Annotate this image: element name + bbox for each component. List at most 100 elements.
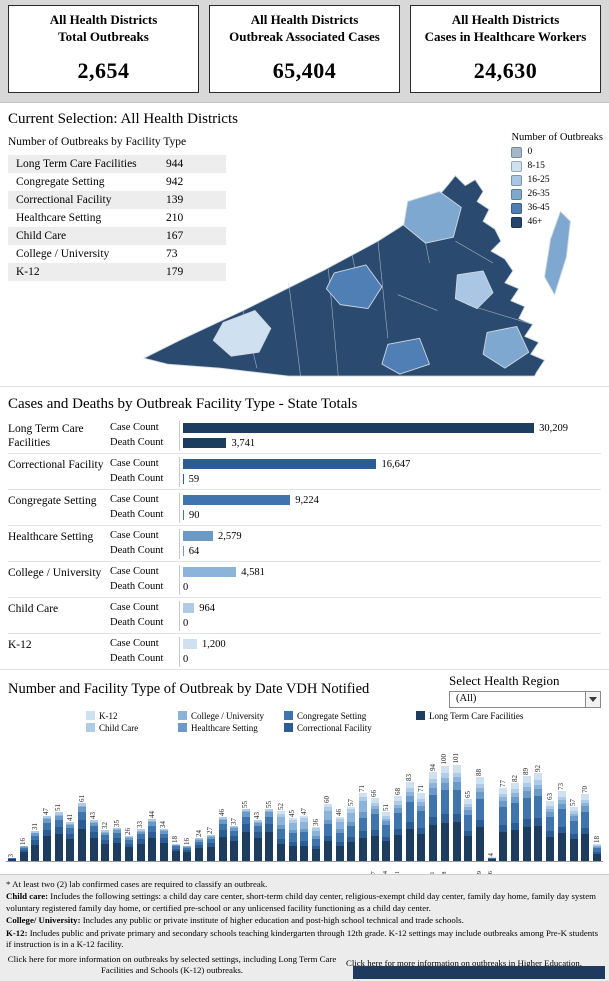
stack-segment[interactable]: [534, 789, 543, 797]
stack-segment[interactable]: [440, 778, 449, 783]
stack-segment[interactable]: [511, 796, 520, 804]
stack-segment[interactable]: [42, 836, 51, 861]
stack-segment[interactable]: [277, 844, 286, 861]
stack-segment[interactable]: [89, 826, 98, 833]
stack-segment[interactable]: [405, 781, 414, 789]
stack-segment[interactable]: [265, 808, 274, 812]
stack-segment[interactable]: [323, 819, 332, 825]
stack-segment[interactable]: [31, 832, 40, 834]
stack-segment[interactable]: [522, 776, 531, 784]
stack-segment[interactable]: [54, 814, 63, 816]
week-column[interactable]: 60: [322, 796, 334, 861]
stack-segment[interactable]: [593, 845, 601, 847]
stack-segment[interactable]: [464, 810, 473, 816]
stack-segment[interactable]: [370, 814, 379, 831]
stack-segment[interactable]: [370, 806, 379, 810]
stack-segment[interactable]: [511, 789, 520, 794]
facility-table-row[interactable]: College / University 73: [8, 244, 226, 263]
week-column[interactable]: 77: [498, 780, 510, 861]
stack-segment[interactable]: [124, 843, 133, 848]
stack-segment[interactable]: [241, 811, 250, 813]
stack-segment[interactable]: [265, 832, 274, 861]
facility-table-row[interactable]: Long Term Care Facilities 944: [8, 154, 226, 173]
ltcf-schools-info-link[interactable]: Click here for more information on outbr…: [7, 953, 337, 975]
week-column[interactable]: 65: [462, 791, 474, 861]
stack-segment[interactable]: [569, 839, 578, 861]
stack-segment[interactable]: [429, 825, 438, 861]
death-count-bar[interactable]: [183, 546, 184, 557]
stack-segment[interactable]: [206, 836, 215, 840]
stack-segment[interactable]: [89, 832, 98, 839]
stack-segment[interactable]: [557, 826, 566, 834]
stack-segment[interactable]: [288, 818, 297, 821]
stack-segment[interactable]: [429, 794, 438, 818]
stack-segment[interactable]: [54, 834, 63, 861]
stack-segment[interactable]: [195, 848, 204, 861]
stack-segment[interactable]: [370, 798, 379, 804]
stack-segment[interactable]: [581, 794, 590, 800]
stack-segment[interactable]: [312, 830, 321, 837]
stack-segment[interactable]: [101, 832, 110, 836]
stack-segment[interactable]: [323, 810, 332, 820]
stack-segment[interactable]: [113, 829, 122, 833]
stack-segment[interactable]: [593, 853, 601, 861]
stack-segment[interactable]: [230, 831, 239, 837]
stack-segment[interactable]: [417, 810, 426, 828]
stack-segment[interactable]: [475, 788, 484, 793]
stack-segment[interactable]: [546, 836, 555, 861]
stack-segment[interactable]: [300, 832, 309, 842]
stack-segment[interactable]: [335, 829, 344, 833]
stack-segment[interactable]: [557, 803, 566, 810]
stack-segment[interactable]: [417, 833, 426, 861]
week-column[interactable]: 37: [228, 818, 240, 861]
health-region-dropdown[interactable]: (All): [449, 690, 601, 708]
stack-segment[interactable]: [241, 832, 250, 861]
stack-segment[interactable]: [370, 803, 379, 807]
higher-education-info-link[interactable]: Click here for more information on outbr…: [346, 957, 582, 968]
stack-segment[interactable]: [347, 826, 356, 837]
stack-segment[interactable]: [113, 842, 122, 861]
stack-segment[interactable]: [183, 846, 192, 849]
stack-segment[interactable]: [113, 827, 122, 830]
stack-segment[interactable]: [569, 806, 578, 811]
stack-segment[interactable]: [382, 824, 391, 838]
stack-segment[interactable]: [230, 841, 239, 861]
stack-segment[interactable]: [277, 813, 286, 818]
stack-segment[interactable]: [452, 822, 461, 861]
stack-segment[interactable]: [534, 780, 543, 785]
stack-segment[interactable]: [405, 792, 414, 797]
stack-segment[interactable]: [241, 816, 250, 825]
stack-segment[interactable]: [66, 823, 75, 825]
map-region-west-light[interactable]: [212, 309, 272, 357]
stack-segment[interactable]: [394, 807, 403, 813]
week-column[interactable]: 83: [404, 774, 416, 861]
stack-segment[interactable]: [464, 836, 473, 861]
stack-segment[interactable]: [475, 777, 484, 784]
stack-segment[interactable]: [593, 845, 601, 846]
stack-segment[interactable]: [230, 836, 239, 842]
week-column[interactable]: 43: [88, 812, 100, 861]
stack-segment[interactable]: [358, 831, 367, 838]
case-count-bar[interactable]: [183, 603, 195, 614]
week-column[interactable]: 57: [345, 799, 357, 861]
stack-segment[interactable]: [253, 822, 262, 823]
stack-segment[interactable]: [265, 811, 274, 813]
stack-segment[interactable]: [78, 820, 87, 829]
stack-segment[interactable]: [159, 830, 168, 831]
stack-segment[interactable]: [241, 812, 250, 817]
stack-segment[interactable]: [31, 844, 40, 861]
stack-segment[interactable]: [42, 823, 51, 830]
stack-segment[interactable]: [546, 831, 555, 837]
stack-segment[interactable]: [581, 799, 590, 803]
stack-segment[interactable]: [218, 830, 227, 837]
stack-segment[interactable]: [241, 824, 250, 833]
stack-segment[interactable]: [452, 782, 461, 790]
stack-segment[interactable]: [358, 801, 367, 813]
stack-segment[interactable]: [335, 817, 344, 820]
week-column[interactable]: 92: [533, 765, 545, 861]
stack-segment[interactable]: [195, 838, 204, 840]
stack-segment[interactable]: [265, 824, 274, 833]
week-column[interactable]: 41: [65, 814, 77, 861]
stack-segment[interactable]: [534, 825, 543, 861]
stack-segment[interactable]: [54, 812, 63, 815]
